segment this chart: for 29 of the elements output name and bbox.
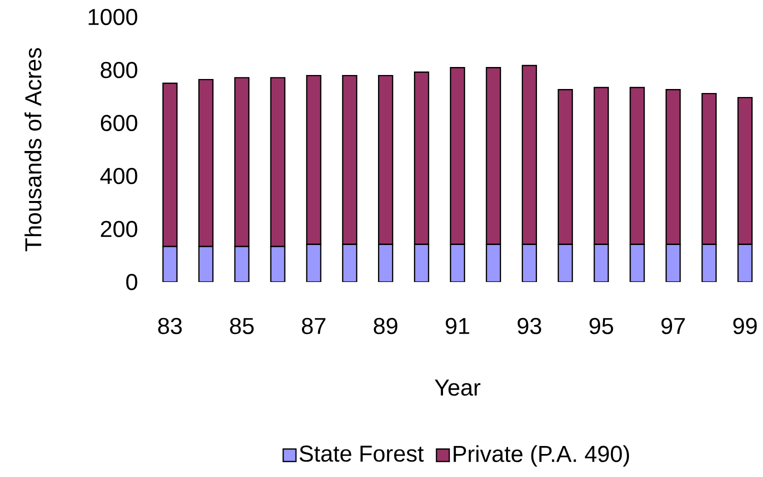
bar xyxy=(450,244,466,282)
x-tick-label: 91 xyxy=(446,318,470,334)
bar xyxy=(378,244,394,282)
bar xyxy=(198,246,214,282)
bar xyxy=(737,244,753,282)
y-axis-title: Thousands of Acres xyxy=(24,48,42,252)
y-tick-label: 800 xyxy=(100,62,138,78)
bar xyxy=(162,246,178,282)
x-tick-label: 93 xyxy=(518,318,542,334)
x-tick-label: 83 xyxy=(158,318,182,334)
x-axis-title: Year xyxy=(434,380,480,396)
x-tick-label: 95 xyxy=(590,318,614,334)
bar xyxy=(234,246,250,282)
bar xyxy=(414,244,430,282)
bar xyxy=(522,244,537,282)
x-tick-label: 85 xyxy=(230,318,254,334)
legend-label: State Forest xyxy=(300,446,424,462)
x-tick-label: 99 xyxy=(733,318,757,334)
y-tick-label: 400 xyxy=(100,168,138,184)
bar xyxy=(701,244,717,282)
x-tick-label: 97 xyxy=(661,318,685,334)
legend-label: Private (P.A. 490) xyxy=(454,445,629,467)
bar xyxy=(486,244,502,282)
y-tick-label: 0 xyxy=(126,274,138,290)
y-tick-label: 1000 xyxy=(88,8,138,26)
x-tick-label: 87 xyxy=(302,318,326,334)
y-tick-label: 200 xyxy=(100,220,138,238)
y-tick-label: 600 xyxy=(100,114,138,132)
x-tick-label: 89 xyxy=(374,318,398,334)
